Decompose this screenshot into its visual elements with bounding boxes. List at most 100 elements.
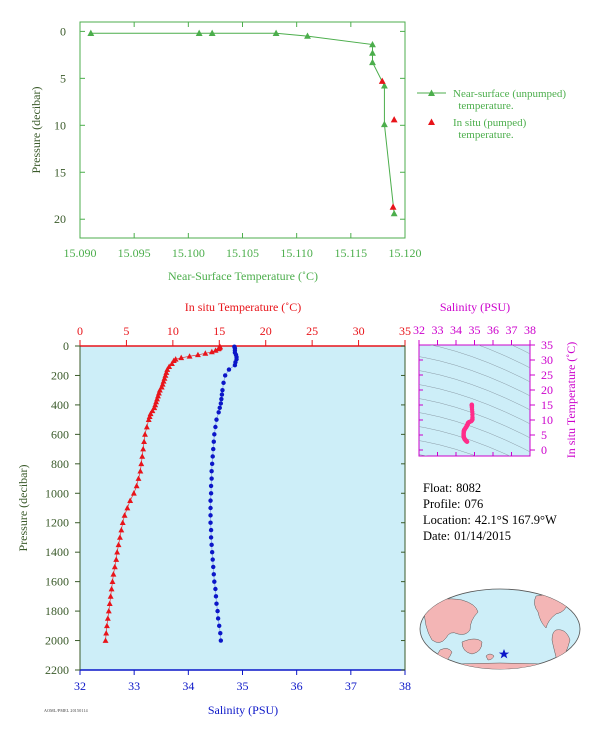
salinity-point (209, 549, 215, 555)
pressure-tick-label: 400 (51, 398, 69, 412)
float-info-panel: Float: 8082 Profile: 076 Location: 42.1°S 1… (423, 480, 557, 544)
pressure-tick-label: 200 (51, 368, 69, 382)
legend-marker-in-situ (428, 118, 435, 125)
salinity-tick-label: 32 (74, 679, 86, 693)
density-contour-line (419, 412, 530, 453)
ts-temperature-axis-title: In situ Temperature (˚C) (564, 342, 578, 459)
ts-salinity-tick-label: 38 (524, 323, 536, 337)
salinity-point (213, 594, 219, 599)
near-surface-x-tick-label: 15.120 (389, 246, 422, 260)
temperature-point (114, 549, 121, 555)
salinity-point (212, 432, 217, 437)
salinity-point (222, 373, 228, 378)
salinity-axis-ticks: 32 33 34 35 36 37 38 (74, 670, 411, 693)
temperature-point (121, 512, 128, 518)
temperature-point (127, 497, 134, 503)
temperature-point (124, 504, 131, 511)
pressure-axis-title: Pressure (decibar) (16, 465, 30, 552)
ts-salinity-tick-label: 32 (413, 323, 425, 337)
near-surface-point (390, 209, 398, 217)
float-id-row: Float: 8082 (423, 480, 557, 496)
temperature-tick-label: 30 (353, 324, 365, 338)
near-surface-temperature-points (87, 29, 398, 217)
temperature-point (130, 490, 137, 496)
temperature-point (137, 468, 144, 474)
map-land-antarctica (429, 662, 571, 669)
salinity-point (208, 505, 213, 511)
temperature-point (194, 351, 201, 358)
ts-temperature-tick-label: 30 (541, 353, 553, 367)
date-row: Date: 01/14/2015 (423, 528, 557, 544)
location-row: Location: 42.1°S 167.9°W (423, 512, 557, 528)
near-surface-x-tick-label: 15.100 (172, 246, 205, 260)
salinity-point (213, 586, 218, 592)
near-surface-point (369, 58, 376, 66)
temperature-profile-points (102, 343, 223, 643)
salinity-point (208, 483, 214, 489)
pressure-tick-label: 1600 (45, 575, 69, 589)
location-label: Location: (423, 513, 471, 527)
ts-salinity-ticks: 32 33 34 35 36 37 38 (413, 323, 536, 456)
ts-temperature-tick-label: 20 (541, 383, 553, 397)
salinity-point (209, 476, 214, 481)
map-land-australia (461, 638, 483, 655)
temperature-point (107, 593, 114, 599)
ts-salinity-tick-label: 34 (450, 323, 462, 337)
salinity-profile-points (208, 344, 239, 643)
pressure-tick-label: 1200 (45, 516, 69, 530)
pressure-axis-ticks: 0 200 400 600 800 1000 1200 1400 1600 1800 2000 220… (45, 339, 405, 677)
salinity-point (215, 608, 220, 614)
near-surface-legend: Near-surface (unpumped) temperature. In … (417, 88, 566, 141)
temperature-point (133, 482, 140, 489)
temperature-point (140, 445, 147, 452)
salinity-point (211, 446, 216, 452)
float-id-label: Float: (423, 481, 453, 495)
temperature-tick-label: 15 (213, 324, 225, 338)
near-surface-point (208, 29, 216, 36)
density-contour-line (419, 356, 530, 397)
density-contour-line (419, 426, 511, 456)
salinity-point (211, 572, 216, 577)
salinity-point (208, 491, 214, 496)
ts-temperature-tick-label: 0 (541, 443, 547, 457)
salinity-point (215, 616, 221, 621)
temperature-point (135, 475, 142, 481)
density-contour-line (419, 454, 429, 456)
temperature-point (142, 431, 148, 437)
map-land-south-america (551, 629, 571, 665)
legend-label-near-surface-line2: temperature. (458, 100, 514, 112)
temperature-point (178, 354, 185, 361)
ts-profile-points (461, 402, 475, 444)
salinity-tick-label: 36 (291, 679, 303, 693)
pressure-tick-label: 1000 (45, 486, 69, 500)
temperature-tick-label: 20 (260, 324, 272, 338)
map-land-new-zealand (485, 653, 495, 661)
pressure-tick-label: 1400 (45, 545, 69, 559)
salinity-point (220, 387, 225, 393)
pressure-tick-label: 2200 (45, 663, 69, 677)
profile-chart: 0 5 10 15 20 25 30 35 32 33 34 35 36 37 38 0 200 400 600… (16, 300, 411, 717)
temperature-point (141, 438, 148, 445)
ts-temperature-tick-label: 15 (541, 398, 553, 412)
salinity-point (210, 557, 215, 562)
temperature-point (105, 607, 112, 614)
temperature-point (118, 526, 125, 533)
near-surface-plot-frame (79, 21, 406, 239)
salinity-point (217, 623, 222, 629)
ts-plot-frame (418, 344, 531, 457)
temperature-tick-label: 35 (399, 324, 411, 338)
near-surface-point (87, 29, 95, 36)
salinity-point (208, 535, 214, 540)
temperature-axis-ticks: 0 5 10 15 20 25 30 35 (77, 324, 411, 346)
salinity-tick-label: 34 (182, 679, 194, 693)
salinity-point (214, 417, 219, 422)
salinity-point (211, 439, 216, 444)
legend-label-near-surface-line1: Near-surface (unpumped) (453, 88, 566, 100)
temperature-point (110, 571, 117, 577)
near-surface-point (369, 40, 376, 48)
ts-temperature-tick-label: 5 (541, 428, 547, 442)
float-location-star-icon (498, 649, 510, 659)
pressure-tick-label: 800 (51, 457, 69, 471)
temperature-point (115, 541, 122, 548)
